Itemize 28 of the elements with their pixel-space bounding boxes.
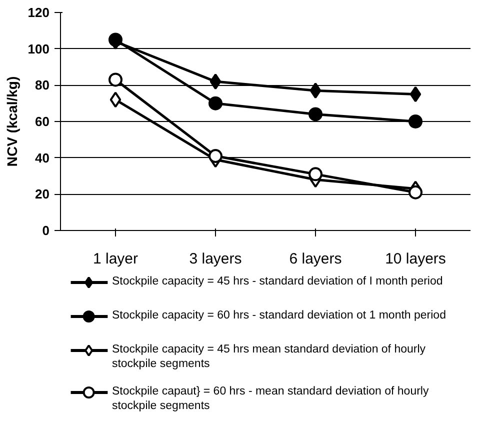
y-tick-label: 60 (35, 114, 50, 129)
point (308, 107, 322, 122)
point (310, 82, 322, 99)
point (308, 167, 322, 182)
y-tick-label: 120 (28, 5, 50, 20)
point (110, 92, 122, 108)
legend-label: Stockpile capacity = 60 hrs - standard deviation ot 1 month period (112, 310, 446, 322)
point (210, 74, 222, 90)
y-axis-title: NCV (kcal/kg) (4, 76, 20, 167)
x-tick-label: 3 layers (189, 250, 242, 268)
legend-label: Stockpile capacity = 45 hrs mean standard deviation of hourly stockpile segments (112, 344, 426, 370)
x-tick-label: 1 layer (92, 250, 138, 268)
y-tick-label: 20 (35, 186, 50, 202)
point (108, 72, 122, 87)
y-tick-label: 40 (35, 150, 50, 166)
point (408, 185, 422, 200)
x-tick-label: 6 layers (289, 250, 342, 268)
legend-label: Stockpile capaut} = 60 hrs - mean standard deviation of hourly stockpile segments (112, 386, 429, 412)
y-tick-label: 0 (42, 223, 50, 238)
point (108, 32, 122, 47)
y-tick-label: 80 (35, 78, 50, 93)
point (410, 86, 422, 102)
point (208, 149, 222, 164)
y-tick-label: 100 (28, 41, 50, 56)
x-tick-label: 10 layers (385, 250, 446, 268)
point (408, 114, 422, 128)
legend-label: Stockpile capacity = 45 hrs - standard deviation of I month period (112, 276, 443, 288)
point (208, 96, 222, 110)
